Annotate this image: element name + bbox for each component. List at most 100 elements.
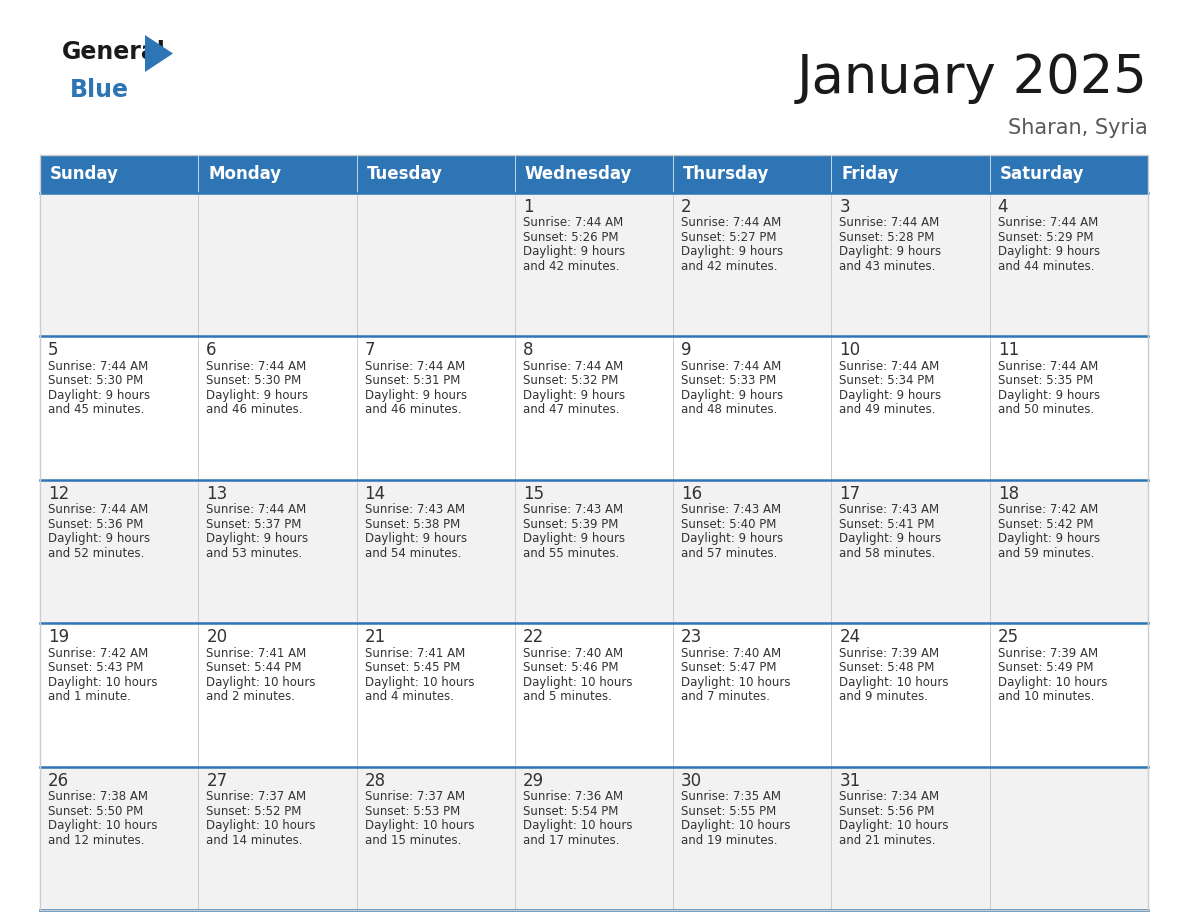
- Text: Daylight: 9 hours: Daylight: 9 hours: [681, 245, 783, 259]
- Text: Sunday: Sunday: [50, 165, 119, 183]
- Text: 6: 6: [207, 341, 216, 360]
- Text: Sunrise: 7:44 AM: Sunrise: 7:44 AM: [207, 360, 307, 373]
- Text: Daylight: 10 hours: Daylight: 10 hours: [207, 819, 316, 832]
- Text: 28: 28: [365, 772, 386, 789]
- Text: Daylight: 10 hours: Daylight: 10 hours: [48, 819, 158, 832]
- Text: Sunrise: 7:43 AM: Sunrise: 7:43 AM: [681, 503, 782, 516]
- Text: and 2 minutes.: and 2 minutes.: [207, 690, 296, 703]
- Text: 27: 27: [207, 772, 227, 789]
- Text: Sunset: 5:44 PM: Sunset: 5:44 PM: [207, 661, 302, 674]
- Text: and 46 minutes.: and 46 minutes.: [207, 403, 303, 417]
- Text: and 12 minutes.: and 12 minutes.: [48, 834, 145, 846]
- Text: 29: 29: [523, 772, 544, 789]
- Text: Daylight: 9 hours: Daylight: 9 hours: [998, 245, 1100, 259]
- Text: Sunset: 5:30 PM: Sunset: 5:30 PM: [48, 375, 144, 387]
- Text: Friday: Friday: [841, 165, 899, 183]
- Text: and 55 minutes.: and 55 minutes.: [523, 547, 619, 560]
- Text: Sunset: 5:50 PM: Sunset: 5:50 PM: [48, 804, 144, 818]
- Text: Sunset: 5:37 PM: Sunset: 5:37 PM: [207, 518, 302, 531]
- Text: Daylight: 9 hours: Daylight: 9 hours: [998, 389, 1100, 402]
- Text: and 49 minutes.: and 49 minutes.: [840, 403, 936, 417]
- Text: Sunset: 5:48 PM: Sunset: 5:48 PM: [840, 661, 935, 674]
- Text: 8: 8: [523, 341, 533, 360]
- Text: Sunrise: 7:37 AM: Sunrise: 7:37 AM: [365, 790, 465, 803]
- Text: and 52 minutes.: and 52 minutes.: [48, 547, 145, 560]
- Text: Sunset: 5:38 PM: Sunset: 5:38 PM: [365, 518, 460, 531]
- Text: Daylight: 9 hours: Daylight: 9 hours: [840, 245, 942, 259]
- Text: Sunrise: 7:40 AM: Sunrise: 7:40 AM: [681, 646, 782, 660]
- Text: and 45 minutes.: and 45 minutes.: [48, 403, 145, 417]
- Text: and 46 minutes.: and 46 minutes.: [365, 403, 461, 417]
- Text: Daylight: 9 hours: Daylight: 9 hours: [523, 532, 625, 545]
- Text: Daylight: 10 hours: Daylight: 10 hours: [365, 819, 474, 832]
- Text: and 59 minutes.: and 59 minutes.: [998, 547, 1094, 560]
- Text: Daylight: 10 hours: Daylight: 10 hours: [48, 676, 158, 688]
- Text: and 54 minutes.: and 54 minutes.: [365, 547, 461, 560]
- Text: Sunrise: 7:38 AM: Sunrise: 7:38 AM: [48, 790, 148, 803]
- Text: and 19 minutes.: and 19 minutes.: [681, 834, 778, 846]
- Text: Daylight: 9 hours: Daylight: 9 hours: [998, 532, 1100, 545]
- Text: 19: 19: [48, 628, 69, 646]
- Text: Saturday: Saturday: [1000, 165, 1085, 183]
- Bar: [40, 480, 1148, 623]
- Text: and 10 minutes.: and 10 minutes.: [998, 690, 1094, 703]
- Text: Daylight: 9 hours: Daylight: 9 hours: [48, 532, 150, 545]
- Text: Daylight: 10 hours: Daylight: 10 hours: [523, 819, 632, 832]
- Text: 2: 2: [681, 198, 691, 216]
- Text: 26: 26: [48, 772, 69, 789]
- Text: Sunset: 5:26 PM: Sunset: 5:26 PM: [523, 231, 619, 244]
- Text: Sunrise: 7:44 AM: Sunrise: 7:44 AM: [840, 217, 940, 230]
- Text: 10: 10: [840, 341, 860, 360]
- Text: Daylight: 9 hours: Daylight: 9 hours: [48, 389, 150, 402]
- Text: and 4 minutes.: and 4 minutes.: [365, 690, 454, 703]
- Text: Daylight: 10 hours: Daylight: 10 hours: [840, 676, 949, 688]
- Text: Sunrise: 7:43 AM: Sunrise: 7:43 AM: [840, 503, 940, 516]
- Text: 24: 24: [840, 628, 860, 646]
- Text: and 57 minutes.: and 57 minutes.: [681, 547, 777, 560]
- Text: 9: 9: [681, 341, 691, 360]
- Text: and 53 minutes.: and 53 minutes.: [207, 547, 303, 560]
- Text: 18: 18: [998, 485, 1019, 503]
- Text: Sunrise: 7:39 AM: Sunrise: 7:39 AM: [998, 646, 1098, 660]
- Text: and 48 minutes.: and 48 minutes.: [681, 403, 777, 417]
- Text: Daylight: 9 hours: Daylight: 9 hours: [840, 389, 942, 402]
- Text: Sunrise: 7:35 AM: Sunrise: 7:35 AM: [681, 790, 782, 803]
- Text: 12: 12: [48, 485, 69, 503]
- Text: Sunset: 5:41 PM: Sunset: 5:41 PM: [840, 518, 935, 531]
- Text: Sunset: 5:40 PM: Sunset: 5:40 PM: [681, 518, 777, 531]
- Text: Daylight: 10 hours: Daylight: 10 hours: [681, 676, 791, 688]
- Text: Daylight: 9 hours: Daylight: 9 hours: [681, 389, 783, 402]
- Text: and 21 minutes.: and 21 minutes.: [840, 834, 936, 846]
- Text: Sunrise: 7:42 AM: Sunrise: 7:42 AM: [48, 646, 148, 660]
- Text: Daylight: 9 hours: Daylight: 9 hours: [523, 245, 625, 259]
- Text: 4: 4: [998, 198, 1009, 216]
- Bar: [40, 193, 1148, 336]
- Text: 1: 1: [523, 198, 533, 216]
- Text: Sunset: 5:49 PM: Sunset: 5:49 PM: [998, 661, 1093, 674]
- Text: 30: 30: [681, 772, 702, 789]
- Text: and 42 minutes.: and 42 minutes.: [523, 260, 619, 273]
- Text: and 1 minute.: and 1 minute.: [48, 690, 131, 703]
- Text: Sunrise: 7:34 AM: Sunrise: 7:34 AM: [840, 790, 940, 803]
- Text: 25: 25: [998, 628, 1019, 646]
- Text: Sunrise: 7:44 AM: Sunrise: 7:44 AM: [523, 217, 624, 230]
- Text: Thursday: Thursday: [683, 165, 770, 183]
- Text: General: General: [62, 40, 166, 64]
- Text: Sunset: 5:52 PM: Sunset: 5:52 PM: [207, 804, 302, 818]
- Text: Sunrise: 7:37 AM: Sunrise: 7:37 AM: [207, 790, 307, 803]
- Text: Sunset: 5:54 PM: Sunset: 5:54 PM: [523, 804, 618, 818]
- Polygon shape: [145, 35, 173, 72]
- Text: Daylight: 10 hours: Daylight: 10 hours: [207, 676, 316, 688]
- Text: Sunset: 5:35 PM: Sunset: 5:35 PM: [998, 375, 1093, 387]
- Text: Sunset: 5:46 PM: Sunset: 5:46 PM: [523, 661, 619, 674]
- Text: 11: 11: [998, 341, 1019, 360]
- Text: Sunrise: 7:42 AM: Sunrise: 7:42 AM: [998, 503, 1098, 516]
- Text: Blue: Blue: [70, 78, 129, 102]
- Text: Sunset: 5:34 PM: Sunset: 5:34 PM: [840, 375, 935, 387]
- Text: Sunset: 5:29 PM: Sunset: 5:29 PM: [998, 231, 1093, 244]
- Text: Daylight: 9 hours: Daylight: 9 hours: [365, 389, 467, 402]
- Text: 15: 15: [523, 485, 544, 503]
- Text: Sunset: 5:55 PM: Sunset: 5:55 PM: [681, 804, 777, 818]
- Text: 7: 7: [365, 341, 375, 360]
- Text: Sunrise: 7:44 AM: Sunrise: 7:44 AM: [998, 217, 1098, 230]
